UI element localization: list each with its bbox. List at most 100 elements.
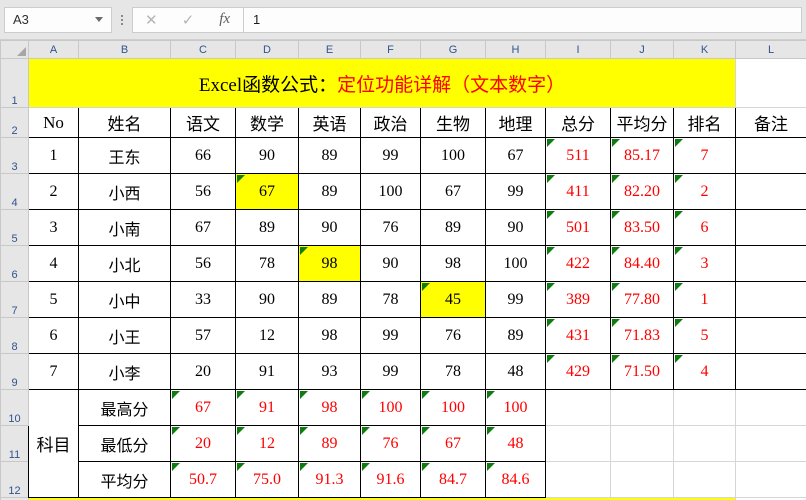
cell-J10[interactable] — [610, 389, 674, 426]
cell-remark[interactable] — [735, 173, 806, 210]
cell-average[interactable]: 82.20 — [610, 173, 674, 210]
cell-average[interactable]: 84.40 — [610, 245, 674, 282]
summary-politics[interactable]: 91.6 — [360, 461, 421, 498]
cell-geography[interactable]: 89 — [485, 317, 546, 354]
cell-J12[interactable] — [610, 461, 674, 498]
cell-L12[interactable] — [735, 461, 806, 498]
summary-biology[interactable]: 84.7 — [420, 461, 486, 498]
cell-I10[interactable] — [545, 389, 611, 426]
cell-geography[interactable]: 99 — [485, 173, 546, 210]
cell-no[interactable]: 3 — [28, 209, 79, 246]
summary-label[interactable]: 平均分 — [78, 461, 171, 498]
th-name[interactable]: 姓名 — [78, 107, 171, 138]
cell-average[interactable]: 85.17 — [610, 137, 674, 174]
cell-chinese[interactable]: 56 — [170, 245, 236, 282]
column-header-b[interactable]: B — [78, 40, 171, 59]
summary-geography[interactable]: 48 — [485, 425, 546, 462]
cell-politics[interactable]: 99 — [360, 317, 421, 354]
chevron-down-icon[interactable] — [95, 17, 103, 22]
cell-I12[interactable] — [545, 461, 611, 498]
cell-geography[interactable]: 90 — [485, 209, 546, 246]
summary-biology[interactable]: 67 — [420, 425, 486, 462]
cell-math[interactable]: 89 — [235, 209, 299, 246]
insert-function-icon[interactable]: fx — [219, 11, 231, 27]
summary-english[interactable]: 89 — [298, 425, 361, 462]
cell-biology[interactable]: 76 — [420, 317, 486, 354]
th-remark[interactable]: 备注 — [735, 107, 806, 138]
column-header-a[interactable]: A — [28, 40, 79, 59]
cell-name[interactable]: 小北 — [78, 245, 171, 282]
enter-icon[interactable]: ✓ — [181, 11, 195, 29]
cell-remark[interactable] — [735, 245, 806, 282]
summary-chinese[interactable]: 20 — [170, 425, 236, 462]
cell-remark[interactable] — [735, 137, 806, 174]
cell-name[interactable]: 小王 — [78, 317, 171, 354]
row-header-1[interactable]: 1 — [0, 58, 29, 108]
summary-english[interactable]: 91.3 — [298, 461, 361, 498]
cell-name[interactable]: 小中 — [78, 281, 171, 318]
row-header-5[interactable]: 5 — [0, 209, 29, 246]
summary-politics[interactable]: 76 — [360, 425, 421, 462]
cell-chinese[interactable]: 56 — [170, 173, 236, 210]
cell-chinese[interactable]: 67 — [170, 209, 236, 246]
column-header-i[interactable]: I — [545, 40, 611, 59]
cell-total[interactable]: 511 — [545, 137, 611, 174]
cell-math[interactable]: 12 — [235, 317, 299, 354]
cell-biology[interactable]: 78 — [420, 353, 486, 390]
cell-total[interactable]: 389 — [545, 281, 611, 318]
row-header-6[interactable]: 6 — [0, 245, 29, 282]
row-header-8[interactable]: 8 — [0, 317, 29, 354]
cell-politics[interactable]: 99 — [360, 137, 421, 174]
cell-remark[interactable] — [735, 353, 806, 390]
cell-english[interactable]: 98 — [298, 245, 361, 282]
row-header-12[interactable]: 12 — [0, 461, 29, 498]
cell-total[interactable]: 429 — [545, 353, 611, 390]
cell-average[interactable]: 77.80 — [610, 281, 674, 318]
cell-name[interactable]: 小南 — [78, 209, 171, 246]
summary-english[interactable]: 98 — [298, 389, 361, 426]
summary-chinese[interactable]: 50.7 — [170, 461, 236, 498]
cell-biology[interactable]: 67 — [420, 173, 486, 210]
cell-K11[interactable] — [673, 425, 736, 462]
column-header-c[interactable]: C — [170, 40, 236, 59]
cell-name[interactable]: 小李 — [78, 353, 171, 390]
summary-math[interactable]: 75.0 — [235, 461, 299, 498]
cell-chinese[interactable]: 66 — [170, 137, 236, 174]
column-header-j[interactable]: J — [610, 40, 674, 59]
summary-politics[interactable]: 100 — [360, 389, 421, 426]
cell-geography[interactable]: 100 — [485, 245, 546, 282]
select-all-corner[interactable] — [0, 40, 29, 59]
cell-math[interactable]: 90 — [235, 281, 299, 318]
cell-politics[interactable]: 99 — [360, 353, 421, 390]
cell-no[interactable]: 1 — [28, 137, 79, 174]
cell-no[interactable]: 6 — [28, 317, 79, 354]
cell-no[interactable]: 2 — [28, 173, 79, 210]
column-header-h[interactable]: H — [485, 40, 546, 59]
cell-L1[interactable] — [735, 58, 806, 108]
cell-I11[interactable] — [545, 425, 611, 462]
cell-name[interactable]: 王东 — [78, 137, 171, 174]
column-header-f[interactable]: F — [360, 40, 421, 59]
column-header-k[interactable]: K — [673, 40, 736, 59]
cell-L10[interactable] — [735, 389, 806, 426]
cell-no[interactable]: 5 — [28, 281, 79, 318]
cell-math[interactable]: 91 — [235, 353, 299, 390]
column-header-e[interactable]: E — [298, 40, 361, 59]
row-header-2[interactable]: 2 — [0, 107, 29, 138]
name-box[interactable]: A3 — [4, 6, 112, 33]
cell-politics[interactable]: 90 — [360, 245, 421, 282]
cell-geography[interactable]: 67 — [485, 137, 546, 174]
cell-math[interactable]: 78 — [235, 245, 299, 282]
cell-rank[interactable]: 1 — [673, 281, 736, 318]
row-header-7[interactable]: 7 — [0, 281, 29, 318]
cell-rank[interactable]: 7 — [673, 137, 736, 174]
row-header-11[interactable]: 11 — [0, 425, 29, 462]
cell-english[interactable]: 89 — [298, 137, 361, 174]
column-header-d[interactable]: D — [235, 40, 299, 59]
cancel-icon[interactable]: ✕ — [145, 11, 158, 29]
cell-rank[interactable]: 5 — [673, 317, 736, 354]
cell-K10[interactable] — [673, 389, 736, 426]
cell-L11[interactable] — [735, 425, 806, 462]
cell-rank[interactable]: 2 — [673, 173, 736, 210]
cell-politics[interactable]: 100 — [360, 173, 421, 210]
